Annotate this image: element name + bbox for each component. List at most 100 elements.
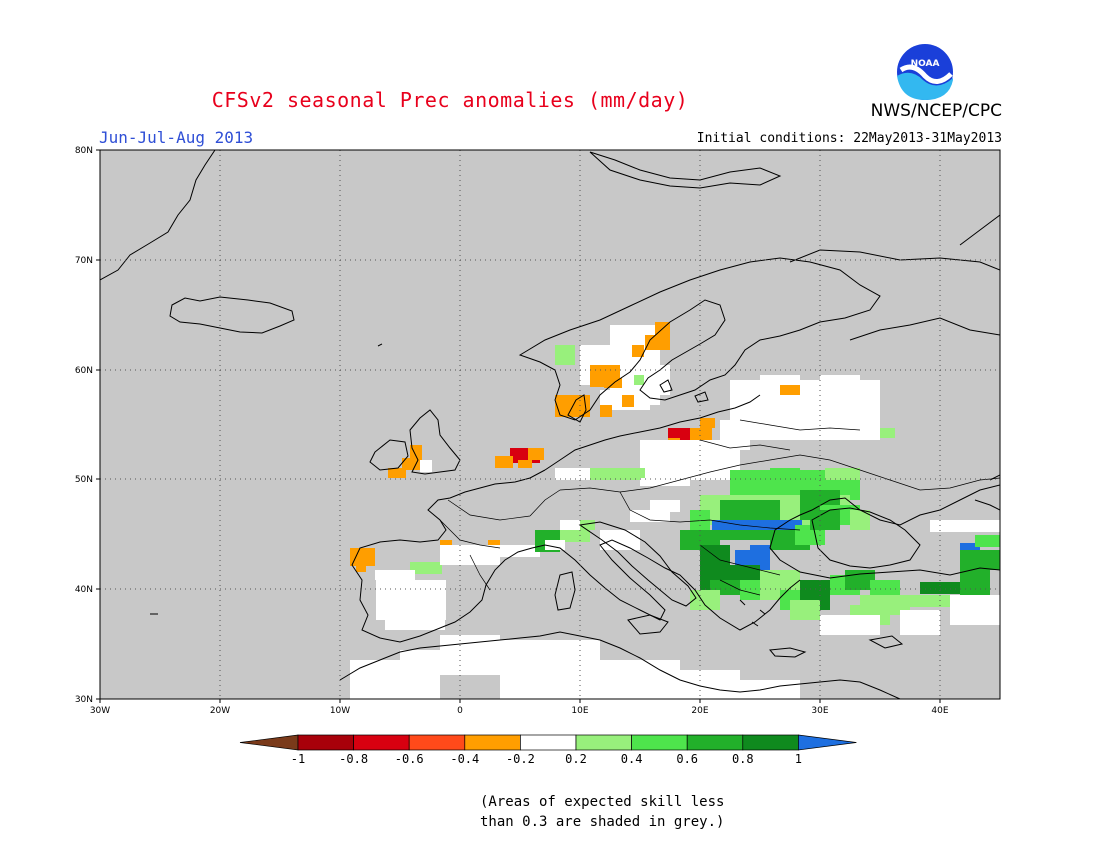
colorbar-arrow-left [239, 734, 299, 751]
anomaly-cell [580, 520, 595, 530]
lat-label: 80N [75, 146, 93, 156]
lon-label: 20E [691, 706, 708, 716]
anomaly-cell [545, 540, 565, 550]
anomaly-cell [495, 456, 513, 468]
lon-label: 10E [571, 706, 588, 716]
anomaly-cell [790, 600, 820, 620]
anomaly-cell [960, 543, 980, 553]
anomaly-cell [700, 545, 730, 565]
colorbar-segment [297, 734, 354, 751]
anomaly-cell [600, 530, 640, 550]
lon-label: 10W [330, 706, 350, 716]
colorbar-segment [520, 734, 577, 751]
colorbar-segment [353, 734, 410, 751]
anomaly-cell [690, 428, 712, 440]
anomaly-cell [560, 520, 580, 530]
lon-label: 20W [210, 706, 230, 716]
lat-labels: 80N 70N 60N 50N 40N 30N [75, 146, 93, 705]
anomaly-cell [410, 445, 422, 460]
anomaly-cell [975, 535, 1000, 547]
anomaly-cell [518, 460, 532, 468]
anomaly-cell [500, 640, 600, 699]
anomaly-cell [720, 500, 780, 520]
colorbar-label: -0.4 [450, 752, 480, 766]
colorbar-segment [575, 734, 632, 751]
anomaly-cell [930, 520, 1000, 532]
colorbar-label: 0.4 [620, 752, 643, 766]
anomaly-cell [630, 510, 670, 522]
lon-label: 30E [811, 706, 828, 716]
colorbar [239, 734, 857, 751]
anomaly-cell [375, 570, 415, 580]
anomaly-cell [950, 595, 1000, 625]
anomaly-cell [590, 468, 630, 480]
anomaly-cell [780, 385, 800, 395]
lon-label: 0 [457, 706, 463, 716]
anomaly-cell [960, 550, 980, 570]
anomaly-cell [555, 345, 575, 365]
colorbar-label: 0.2 [565, 752, 587, 766]
coastlines [100, 150, 1000, 699]
svg-text:NOAA: NOAA [911, 59, 940, 69]
colorbar-label: -0.6 [394, 752, 424, 766]
lon-label: 30W [90, 706, 110, 716]
anomaly-cell [385, 610, 445, 630]
colorbar-arrow-right [798, 734, 857, 751]
lat-label: 30N [75, 695, 93, 705]
anomaly-cell [668, 428, 690, 440]
colorbar-label: -0.2 [505, 752, 535, 766]
colorbar-label: -0.8 [339, 752, 369, 766]
anomaly-cell [388, 468, 406, 478]
graticule [100, 150, 1000, 699]
lat-label: 40N [75, 585, 93, 595]
anomaly-cell [634, 375, 644, 385]
colorbar-segment [742, 734, 799, 751]
anomaly-cell [810, 510, 840, 530]
anomaly-cell [528, 448, 544, 460]
noaa-logo: NOAA [894, 41, 956, 103]
anomaly-cell [565, 405, 585, 417]
lon-labels: 30W 20W 10W 0 10E 20E 30E 40E [90, 706, 949, 716]
colorbar-segment [631, 734, 688, 751]
anomaly-cell [690, 590, 720, 610]
anomaly-cell [900, 610, 940, 635]
anomaly-cell [820, 615, 880, 635]
season-label: Jun-Jul-Aug 2013 [99, 128, 254, 147]
colorbar-segment [464, 734, 521, 751]
anomaly-cell [640, 440, 740, 480]
anomaly-cell [604, 378, 622, 388]
anomaly-cell [700, 418, 715, 428]
anomaly-cell [350, 690, 380, 699]
lat-label: 60N [75, 366, 93, 376]
anomaly-cell [880, 428, 895, 438]
anomaly-cell [440, 635, 500, 675]
anomaly-cells [350, 322, 1000, 699]
anomaly-cell [770, 468, 800, 478]
anomaly-cell [890, 595, 950, 607]
colorbar-label: -1 [290, 752, 306, 766]
anomaly-cell [600, 660, 680, 699]
anomaly-cell [632, 345, 644, 357]
anomaly-cell [560, 530, 590, 542]
colorbar-label: 0.8 [731, 752, 754, 766]
anomaly-cell [420, 460, 432, 472]
anomaly-cell [356, 560, 366, 572]
anomaly-cell [625, 468, 645, 480]
anomaly-cell [740, 680, 800, 699]
anomaly-cell [720, 530, 790, 540]
agency-label: NWS/NCEP/CPC [870, 101, 1002, 121]
anomaly-cell [712, 520, 802, 532]
anomaly-cell [410, 562, 442, 574]
map-frame [99, 149, 1001, 700]
colorbar-segment [408, 734, 466, 751]
anomaly-cell [650, 500, 680, 512]
anomaly-cell [730, 380, 880, 440]
anomaly-cell [640, 478, 690, 486]
colorbar-label: 1 [794, 752, 802, 766]
footnote: (Areas of expected skill less than 0.3 a… [480, 794, 725, 830]
anomaly-cell [820, 375, 860, 385]
initial-conditions-label: Initial conditions: 22May2013-31May2013 [696, 131, 1002, 146]
axis-ticks [96, 149, 941, 703]
country-borders [439, 419, 1001, 596]
